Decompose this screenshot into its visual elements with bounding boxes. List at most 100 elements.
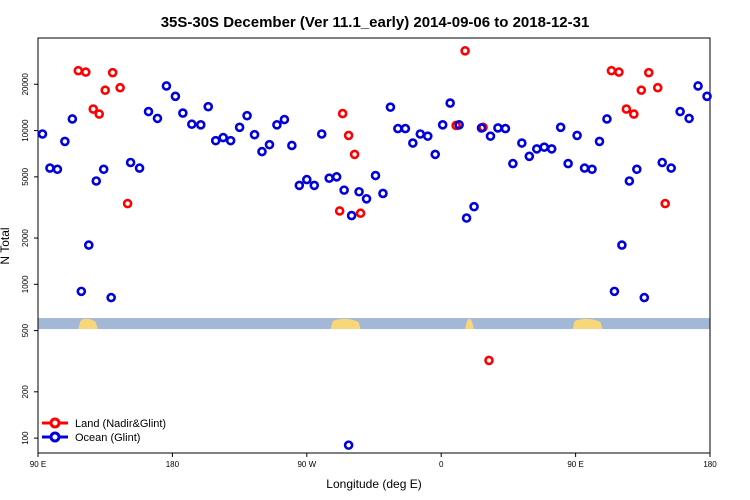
y-tick-label: 1000 <box>21 275 30 293</box>
ocean-point <box>400 123 411 134</box>
land-point <box>355 208 366 219</box>
land-point <box>88 104 99 114</box>
ocean-point <box>339 185 349 195</box>
land-point <box>621 104 632 114</box>
ocean-point <box>210 135 221 146</box>
ocean-point <box>45 163 55 173</box>
ocean-point <box>76 286 87 297</box>
ocean-point <box>279 114 290 125</box>
ocean-point <box>161 81 172 91</box>
y-tick-label: 500 <box>21 323 30 337</box>
land-point <box>614 67 624 77</box>
series-layer <box>37 46 712 450</box>
x-tick-label: 180 <box>703 460 717 469</box>
ocean-point <box>287 140 297 151</box>
ocean-point <box>370 170 381 181</box>
ocean-point <box>408 138 418 148</box>
ocean-point <box>632 164 642 175</box>
land-point <box>337 108 348 119</box>
map-band-ocean <box>38 318 710 330</box>
ocean-point <box>602 114 612 124</box>
ocean-point <box>445 98 455 108</box>
land-point <box>80 67 91 77</box>
ocean-point <box>684 113 694 124</box>
ocean-point <box>218 132 228 143</box>
x-tick-label: 90 E <box>567 460 583 469</box>
ocean-point <box>531 144 542 154</box>
ocean-point <box>393 123 403 134</box>
ocean-point <box>225 135 236 146</box>
ocean-point <box>106 292 116 303</box>
ocean-point <box>675 106 685 117</box>
land-point <box>100 85 110 96</box>
ocean-point <box>639 292 650 303</box>
ocean-point <box>415 129 426 139</box>
ocean-point <box>354 186 364 197</box>
ocean-point <box>60 136 70 147</box>
ocean-point <box>98 164 109 175</box>
land-point <box>334 206 345 216</box>
ocean-point <box>693 81 703 91</box>
ocean-point <box>257 146 267 157</box>
map-band-land <box>572 318 603 330</box>
ocean-point <box>517 138 527 148</box>
ocean-point <box>178 108 188 118</box>
ocean-point <box>234 122 245 133</box>
ocean-point <box>666 163 676 173</box>
chart-title: 35S-30S December (Ver 11.1_early) 2014-0… <box>161 14 590 31</box>
ocean-point <box>579 163 590 173</box>
x-tick-label: 90 E <box>30 460 46 469</box>
ocean-point <box>563 158 573 169</box>
ocean-point <box>203 101 214 112</box>
ocean-point <box>493 123 503 133</box>
ocean-point <box>361 193 372 204</box>
ocean-point <box>385 102 396 112</box>
ocean-point <box>587 164 597 175</box>
ocean-point <box>430 149 441 160</box>
ocean-point <box>187 119 197 130</box>
ocean-point <box>617 240 627 250</box>
ocean-point <box>476 123 487 133</box>
ocean-point <box>264 139 275 150</box>
land-point <box>643 67 654 78</box>
x-tick-label: 0 <box>439 460 444 469</box>
series-land <box>73 46 671 366</box>
ocean-point <box>572 130 582 141</box>
ocean-point <box>702 91 712 102</box>
land-point <box>629 109 639 119</box>
ocean-point <box>83 240 94 250</box>
ocean-point <box>461 213 472 223</box>
ocean-point <box>301 174 312 185</box>
ocean-point <box>249 129 260 140</box>
ocean-point <box>309 180 320 191</box>
ocean-point <box>346 210 357 221</box>
y-axis-label: N Total <box>0 227 12 264</box>
x-tick-label: 90 W <box>297 460 316 469</box>
ocean-point <box>324 173 335 184</box>
land-point <box>484 355 494 366</box>
ocean-point <box>195 120 206 130</box>
map-band-land <box>465 318 475 330</box>
ocean-point <box>242 110 252 121</box>
ocean-point <box>91 176 102 186</box>
x-axis: 90 E 180 90 W 0 90 E 180 <box>30 453 717 469</box>
land-point <box>652 82 663 93</box>
ocean-point <box>539 142 550 152</box>
ocean-point <box>485 131 496 141</box>
plot-frame <box>37 37 711 454</box>
y-tick-label: 10000 <box>21 119 30 142</box>
land-point <box>660 198 671 209</box>
map-band-land <box>330 318 361 330</box>
ocean-point <box>454 120 464 130</box>
land-point <box>460 46 470 56</box>
ocean-point <box>469 201 479 212</box>
map-band-land <box>79 318 89 330</box>
ocean-point <box>437 120 448 130</box>
legend-land-label: Land (Nadir&Glint) <box>75 418 166 430</box>
legend-ocean-label: Ocean (Glint) <box>75 432 140 444</box>
y-tick-label: 20000 <box>21 73 30 96</box>
ocean-point <box>143 106 154 117</box>
legend: Land (Nadir&Glint) Ocean (Glint) <box>42 417 166 444</box>
land-point <box>122 198 133 209</box>
ocean-point <box>422 131 433 141</box>
